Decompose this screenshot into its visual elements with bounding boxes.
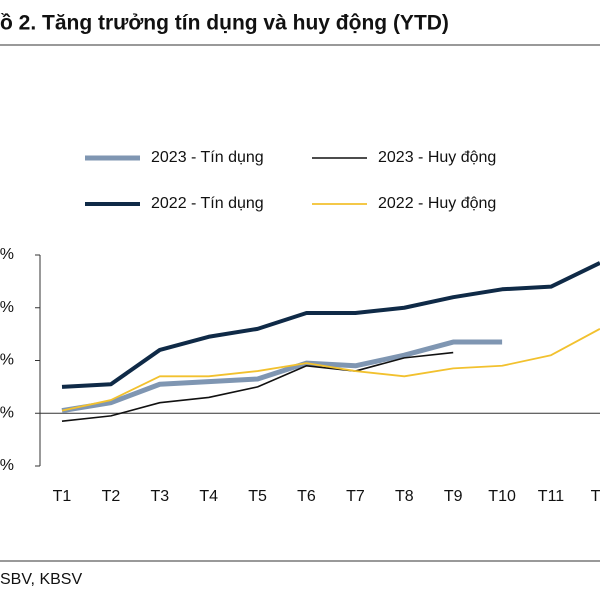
y-tick-label: % <box>0 457 14 474</box>
x-tick-label: T10 <box>488 488 516 505</box>
x-tick-label: T5 <box>248 488 267 505</box>
chart-title: ồ 2. Tăng trưởng tín dụng và huy động (Y… <box>0 12 449 35</box>
x-tick-label: T7 <box>346 488 365 505</box>
series-line <box>61 351 454 422</box>
series-line <box>61 339 503 414</box>
legend-label: 2022 - Huy động <box>378 195 496 212</box>
legend-label: 2022 - Tín dụng <box>151 195 264 212</box>
y-tick-label: % <box>0 352 14 369</box>
x-tick-label: T11 <box>538 488 564 505</box>
x-tick-label: T9 <box>444 488 463 505</box>
series-line <box>61 261 600 389</box>
x-tick-label: T2 <box>102 488 121 505</box>
legend-label: 2023 - Huy động <box>378 149 496 166</box>
x-tick-label: T1 <box>591 488 600 505</box>
y-tick-label: % <box>0 299 14 316</box>
x-tick-label: T6 <box>297 488 316 505</box>
x-tick-label: T3 <box>150 488 169 505</box>
y-tick-label: % <box>0 404 14 421</box>
series-line <box>61 328 600 412</box>
y-tick-label: % <box>0 246 14 263</box>
legend-label: 2023 - Tín dụng <box>151 149 264 166</box>
x-tick-label: T1 <box>53 488 72 505</box>
source: SBV, KBSV <box>0 571 82 588</box>
x-tick-label: T8 <box>395 488 414 505</box>
x-tick-label: T4 <box>199 488 218 505</box>
